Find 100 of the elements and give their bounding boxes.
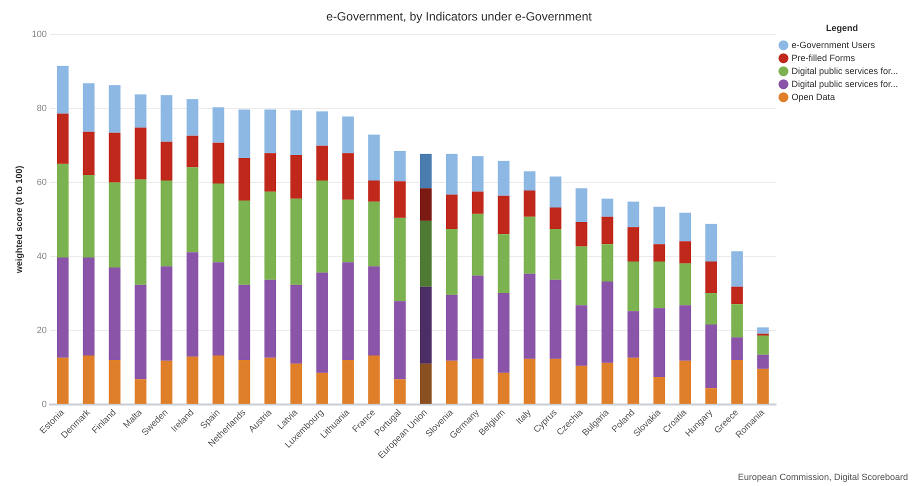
bar xyxy=(446,154,458,195)
bar xyxy=(212,142,224,184)
bar xyxy=(108,132,120,182)
bar xyxy=(160,360,172,404)
bar xyxy=(56,257,69,358)
bar xyxy=(186,167,198,252)
bar xyxy=(731,286,743,304)
y-tick-label: 80 xyxy=(36,102,47,113)
x-tick-label: Italy xyxy=(514,406,534,426)
bar xyxy=(342,360,354,404)
legend-label: Pre-filled Forms xyxy=(791,52,856,63)
bar xyxy=(602,282,614,363)
bar xyxy=(186,136,198,168)
bar xyxy=(446,194,458,230)
bar xyxy=(757,336,769,355)
bar xyxy=(342,116,354,154)
bar xyxy=(134,128,146,180)
bar xyxy=(290,364,302,404)
bar xyxy=(705,262,717,294)
bar xyxy=(679,241,692,264)
bar xyxy=(550,229,562,280)
bar xyxy=(290,198,302,285)
bar xyxy=(679,263,692,306)
bar xyxy=(108,267,120,360)
bar xyxy=(705,293,717,324)
bar xyxy=(134,179,146,285)
bar xyxy=(212,262,224,356)
bar xyxy=(316,372,328,404)
bar xyxy=(757,327,769,334)
bar xyxy=(160,266,172,361)
bar xyxy=(472,358,484,404)
bar xyxy=(134,284,146,380)
bar xyxy=(627,311,640,358)
legend-label: Digital public services for... xyxy=(791,78,898,89)
bar xyxy=(679,212,692,242)
bar xyxy=(602,244,614,282)
bar xyxy=(653,244,666,262)
bar xyxy=(576,188,588,222)
bar xyxy=(186,252,198,357)
bar xyxy=(290,110,302,156)
bar xyxy=(368,180,380,202)
bar xyxy=(679,360,692,404)
bar xyxy=(627,227,640,262)
bar xyxy=(108,182,120,268)
bar xyxy=(238,360,250,404)
bar xyxy=(498,160,510,196)
bar xyxy=(627,262,640,312)
bar xyxy=(108,85,120,133)
bar xyxy=(316,146,328,181)
bar xyxy=(108,360,120,404)
bar xyxy=(56,114,69,164)
bar xyxy=(446,229,458,295)
bar xyxy=(342,200,354,262)
bar xyxy=(82,174,95,258)
bar xyxy=(264,280,276,358)
y-tick-label: 60 xyxy=(36,176,47,187)
bar xyxy=(653,376,666,404)
bar xyxy=(472,192,484,214)
bar xyxy=(394,379,406,404)
bar xyxy=(238,110,250,158)
bar xyxy=(212,107,224,143)
bar xyxy=(394,218,406,302)
bar xyxy=(316,111,328,146)
bar xyxy=(705,224,717,262)
bar xyxy=(602,198,614,217)
bar xyxy=(264,153,276,192)
bar xyxy=(264,110,276,154)
bar xyxy=(82,257,95,356)
y-tick-label: 20 xyxy=(36,324,47,335)
bar xyxy=(731,304,743,338)
bar xyxy=(394,301,406,380)
y-tick-label: 100 xyxy=(32,28,47,39)
bar xyxy=(705,388,717,404)
bar xyxy=(82,356,95,404)
bar xyxy=(524,358,536,404)
y-tick-label: 0 xyxy=(42,398,47,409)
bar xyxy=(316,272,328,373)
y-axis-title: weighted score (0 to 100) xyxy=(14,166,24,274)
bar xyxy=(653,308,666,377)
bar xyxy=(550,208,562,230)
bar xyxy=(576,366,588,404)
chart-title: e-Government, by Indicators under e-Government xyxy=(326,10,592,24)
bar xyxy=(134,94,146,128)
bar xyxy=(627,202,640,228)
bar xyxy=(472,156,484,192)
bar xyxy=(602,362,614,404)
bar xyxy=(757,354,769,369)
bar xyxy=(368,356,380,404)
bar xyxy=(264,192,276,280)
bar xyxy=(446,360,458,404)
bar xyxy=(602,216,614,244)
bar xyxy=(420,154,432,188)
legend-label: e-Government Users xyxy=(791,40,876,50)
bar xyxy=(498,372,510,404)
legend-title: Legend xyxy=(826,22,858,33)
bar xyxy=(368,134,380,181)
bar xyxy=(82,132,95,175)
bar xyxy=(498,196,510,234)
bar xyxy=(160,95,172,142)
bar xyxy=(56,358,69,404)
